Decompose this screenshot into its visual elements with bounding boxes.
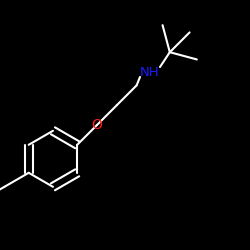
- Text: NH: NH: [140, 66, 160, 78]
- Text: O: O: [92, 118, 102, 132]
